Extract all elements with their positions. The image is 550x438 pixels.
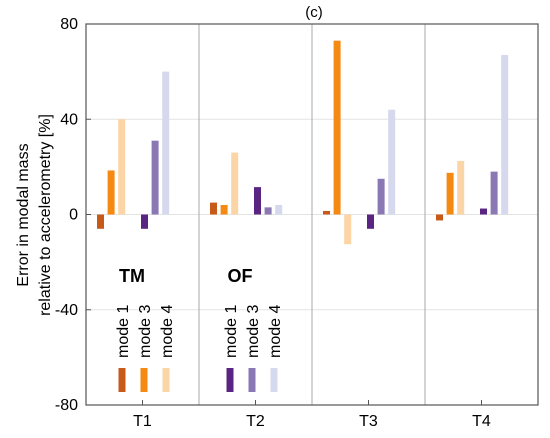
- y-tick-label-0: -80: [55, 397, 78, 414]
- y-tick-label-2: 0: [69, 207, 78, 224]
- legend-swatch-1-1: [248, 368, 256, 392]
- bar-T2-series-0: [210, 202, 217, 215]
- bar-T1-series-2: [118, 119, 126, 215]
- legend: TM mode 1 mode 3 mode 4 OF mode 1 mode 3 mode 4: [115, 266, 284, 392]
- bar-T1-series-5: [162, 71, 170, 215]
- legend-swatch-1-2: [270, 368, 278, 392]
- bar-T4-series-2: [457, 160, 465, 215]
- bar-T4-series-5: [501, 54, 509, 215]
- chart-title: (c): [305, 4, 323, 21]
- legend-label-1-2: mode 4: [267, 305, 284, 358]
- bar-T2-series-2: [231, 152, 239, 215]
- y-tick-label-1: -40: [55, 302, 78, 319]
- bar-T4-series-1: [446, 172, 454, 215]
- legend-label-1-0: mode 1: [223, 305, 240, 358]
- bar-T4-series-0: [436, 214, 443, 221]
- y-axis-label-line-2: relative to accelerometry [%]: [37, 114, 54, 316]
- bar-T1-series-4: [151, 140, 159, 215]
- bar-T3-series-1: [333, 40, 341, 215]
- bar-T1-series-3: [141, 214, 148, 229]
- grid: [86, 24, 538, 405]
- bar-T1-series-1: [107, 170, 115, 215]
- legend-swatch-0-1: [140, 368, 148, 392]
- x-tick-label-3: T4: [472, 413, 491, 430]
- x-tick-label-2: T3: [359, 413, 378, 430]
- y-axis-label-line-1: Error in modal mass: [15, 143, 32, 286]
- bars: [97, 40, 509, 245]
- bar-T2-series-5: [275, 204, 283, 215]
- bar-T2-series-3: [254, 187, 261, 215]
- x-tick-label-0: T1: [133, 413, 152, 430]
- legend-label-0-0: mode 1: [115, 305, 132, 358]
- x-tick-label-1: T2: [246, 413, 265, 430]
- bar-T4-series-4: [490, 171, 498, 215]
- bar-T1-series-0: [97, 214, 104, 229]
- bar-T2-series-1: [220, 204, 228, 215]
- bar-T3-series-4: [377, 178, 385, 215]
- legend-label-0-1: mode 3: [137, 305, 154, 358]
- bar-T2-series-4: [264, 207, 272, 215]
- bar-T4-series-3: [480, 208, 487, 215]
- axes: -80 -40 0 40 80 T1 T2 T3 T4: [55, 16, 539, 430]
- legend-label-0-2: mode 4: [159, 305, 176, 358]
- y-tick-label-3: 40: [60, 111, 78, 128]
- legend-group-title-0: TM: [119, 266, 145, 286]
- y-tick-label-4: 80: [60, 16, 78, 33]
- legend-swatch-0-2: [162, 368, 170, 392]
- bar-T3-series-0: [323, 210, 330, 215]
- legend-swatch-0-0: [118, 368, 126, 392]
- legend-swatch-1-0: [226, 368, 234, 392]
- legend-label-1-1: mode 3: [245, 305, 262, 358]
- bar-T3-series-2: [344, 214, 352, 245]
- legend-group-title-1: OF: [228, 266, 253, 286]
- bar-T3-series-3: [367, 214, 374, 229]
- bar-T3-series-5: [388, 109, 396, 215]
